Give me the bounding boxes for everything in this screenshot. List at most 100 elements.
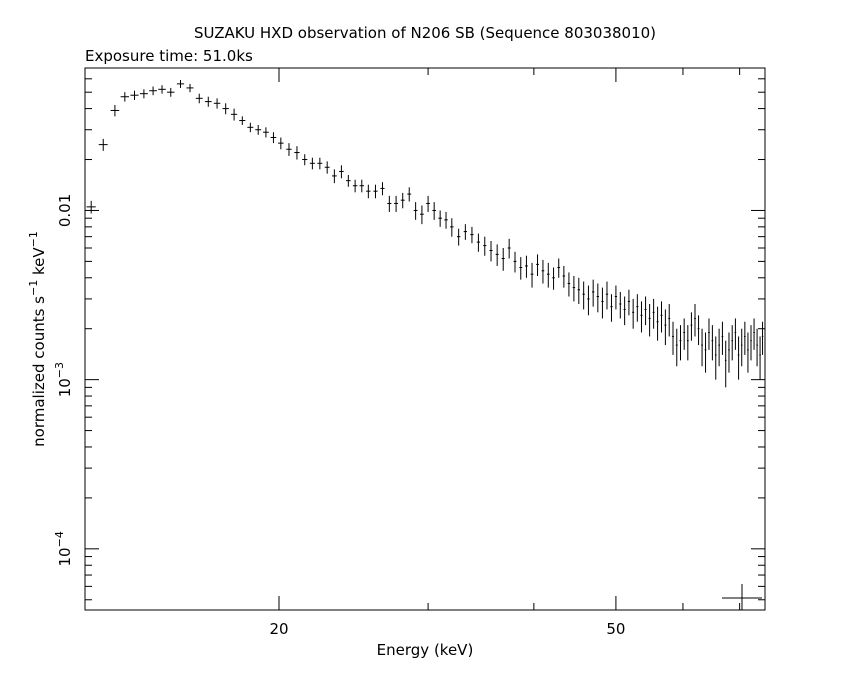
data-point: [679, 325, 682, 361]
data-point: [614, 285, 618, 310]
data-point: [644, 296, 647, 326]
data-point: [632, 298, 635, 329]
axis-ticks: [85, 68, 765, 610]
data-point: [270, 132, 277, 144]
data-point: [432, 202, 436, 220]
data-point: [394, 195, 399, 212]
data-point: [668, 303, 671, 337]
y-tick-label-exponent: −3: [53, 362, 66, 378]
plot-frame: [84, 67, 766, 611]
data-point: [610, 294, 613, 322]
data-point: [683, 318, 686, 350]
data-point: [263, 127, 269, 138]
data-point: [640, 301, 643, 333]
data-point: [714, 336, 717, 380]
data-point: [672, 321, 674, 355]
y-axis-label-main: normalized counts s: [30, 296, 48, 447]
data-point: [525, 255, 528, 278]
data-point: [704, 332, 707, 373]
data-point: [747, 332, 749, 373]
data-point: [380, 182, 385, 196]
data-point: [400, 192, 405, 209]
data-point: [339, 165, 344, 179]
y-axis-label-mid: keV: [30, 247, 48, 280]
chart-title: SUZAKU HXD observation of N206 SB (Seque…: [194, 24, 656, 42]
data-point: [652, 298, 655, 329]
data-point: [718, 328, 720, 367]
data-point: [255, 124, 262, 135]
data-point: [737, 336, 740, 380]
data-point: [278, 137, 284, 150]
data-point: [562, 265, 566, 288]
data-point: [120, 92, 129, 102]
y-tick-label-base: 0.01: [56, 194, 74, 227]
data-point: [690, 312, 693, 341]
data-point: [605, 281, 609, 310]
data-point: [230, 108, 238, 121]
data-point: [213, 98, 221, 109]
data-point: [489, 240, 493, 262]
data-point: [286, 143, 292, 156]
data-point: [587, 285, 590, 316]
data-point: [513, 251, 517, 273]
data-point: [309, 157, 315, 170]
data-point: [753, 318, 755, 350]
data-point: [724, 340, 727, 388]
y-tick-label: 10−3: [53, 362, 74, 397]
y-tick-label-base: 10: [56, 378, 74, 397]
data-point: [195, 93, 203, 104]
data-point: [708, 318, 710, 350]
data-point: [324, 161, 330, 174]
data-point: [176, 80, 185, 88]
data-point: [352, 179, 358, 193]
data-point: [636, 294, 639, 322]
data-point: [495, 244, 499, 266]
data-point: [759, 336, 761, 380]
data-point: [239, 116, 246, 125]
data-point: [413, 202, 418, 220]
data-point: [648, 303, 651, 337]
data-point: [302, 154, 308, 166]
data-point: [450, 218, 454, 237]
data-point: [623, 296, 626, 326]
data-point: [470, 226, 474, 244]
data-point: [294, 146, 300, 160]
data-point: [567, 272, 571, 297]
data-point: [572, 275, 576, 302]
data-points: [86, 80, 764, 388]
x-tick-label: 50: [606, 620, 625, 638]
data-point: [222, 103, 229, 115]
y-tick-label: 0.01: [56, 194, 74, 227]
data-point: [98, 138, 108, 151]
data-point: [740, 328, 743, 367]
data-point: [577, 277, 581, 304]
data-point: [601, 287, 604, 319]
data-point: [541, 259, 545, 284]
data-point: [317, 157, 323, 170]
y-tick-label-base: 10: [56, 547, 74, 566]
y-axis-label-exp2: −1: [27, 231, 40, 247]
data-point: [130, 90, 139, 100]
data-point: [438, 210, 442, 227]
data-point: [456, 228, 461, 246]
data-point: [530, 262, 534, 288]
y-axis-label-exp1: −1: [27, 280, 40, 296]
data-point: [204, 96, 212, 107]
data-point: [701, 328, 703, 367]
data-point: [536, 254, 539, 276]
data-point: [591, 279, 595, 307]
data-point: [656, 306, 659, 341]
data-point: [359, 179, 364, 193]
data-point: [660, 301, 663, 333]
x-tick-label: 20: [269, 620, 288, 638]
data-point: [149, 86, 157, 96]
data-point: [664, 309, 667, 346]
data-point: [186, 83, 194, 93]
data-point: [756, 328, 758, 367]
data-point: [507, 238, 511, 259]
data-point: [619, 291, 622, 319]
data-point: [407, 187, 412, 202]
data-point: [686, 325, 689, 361]
